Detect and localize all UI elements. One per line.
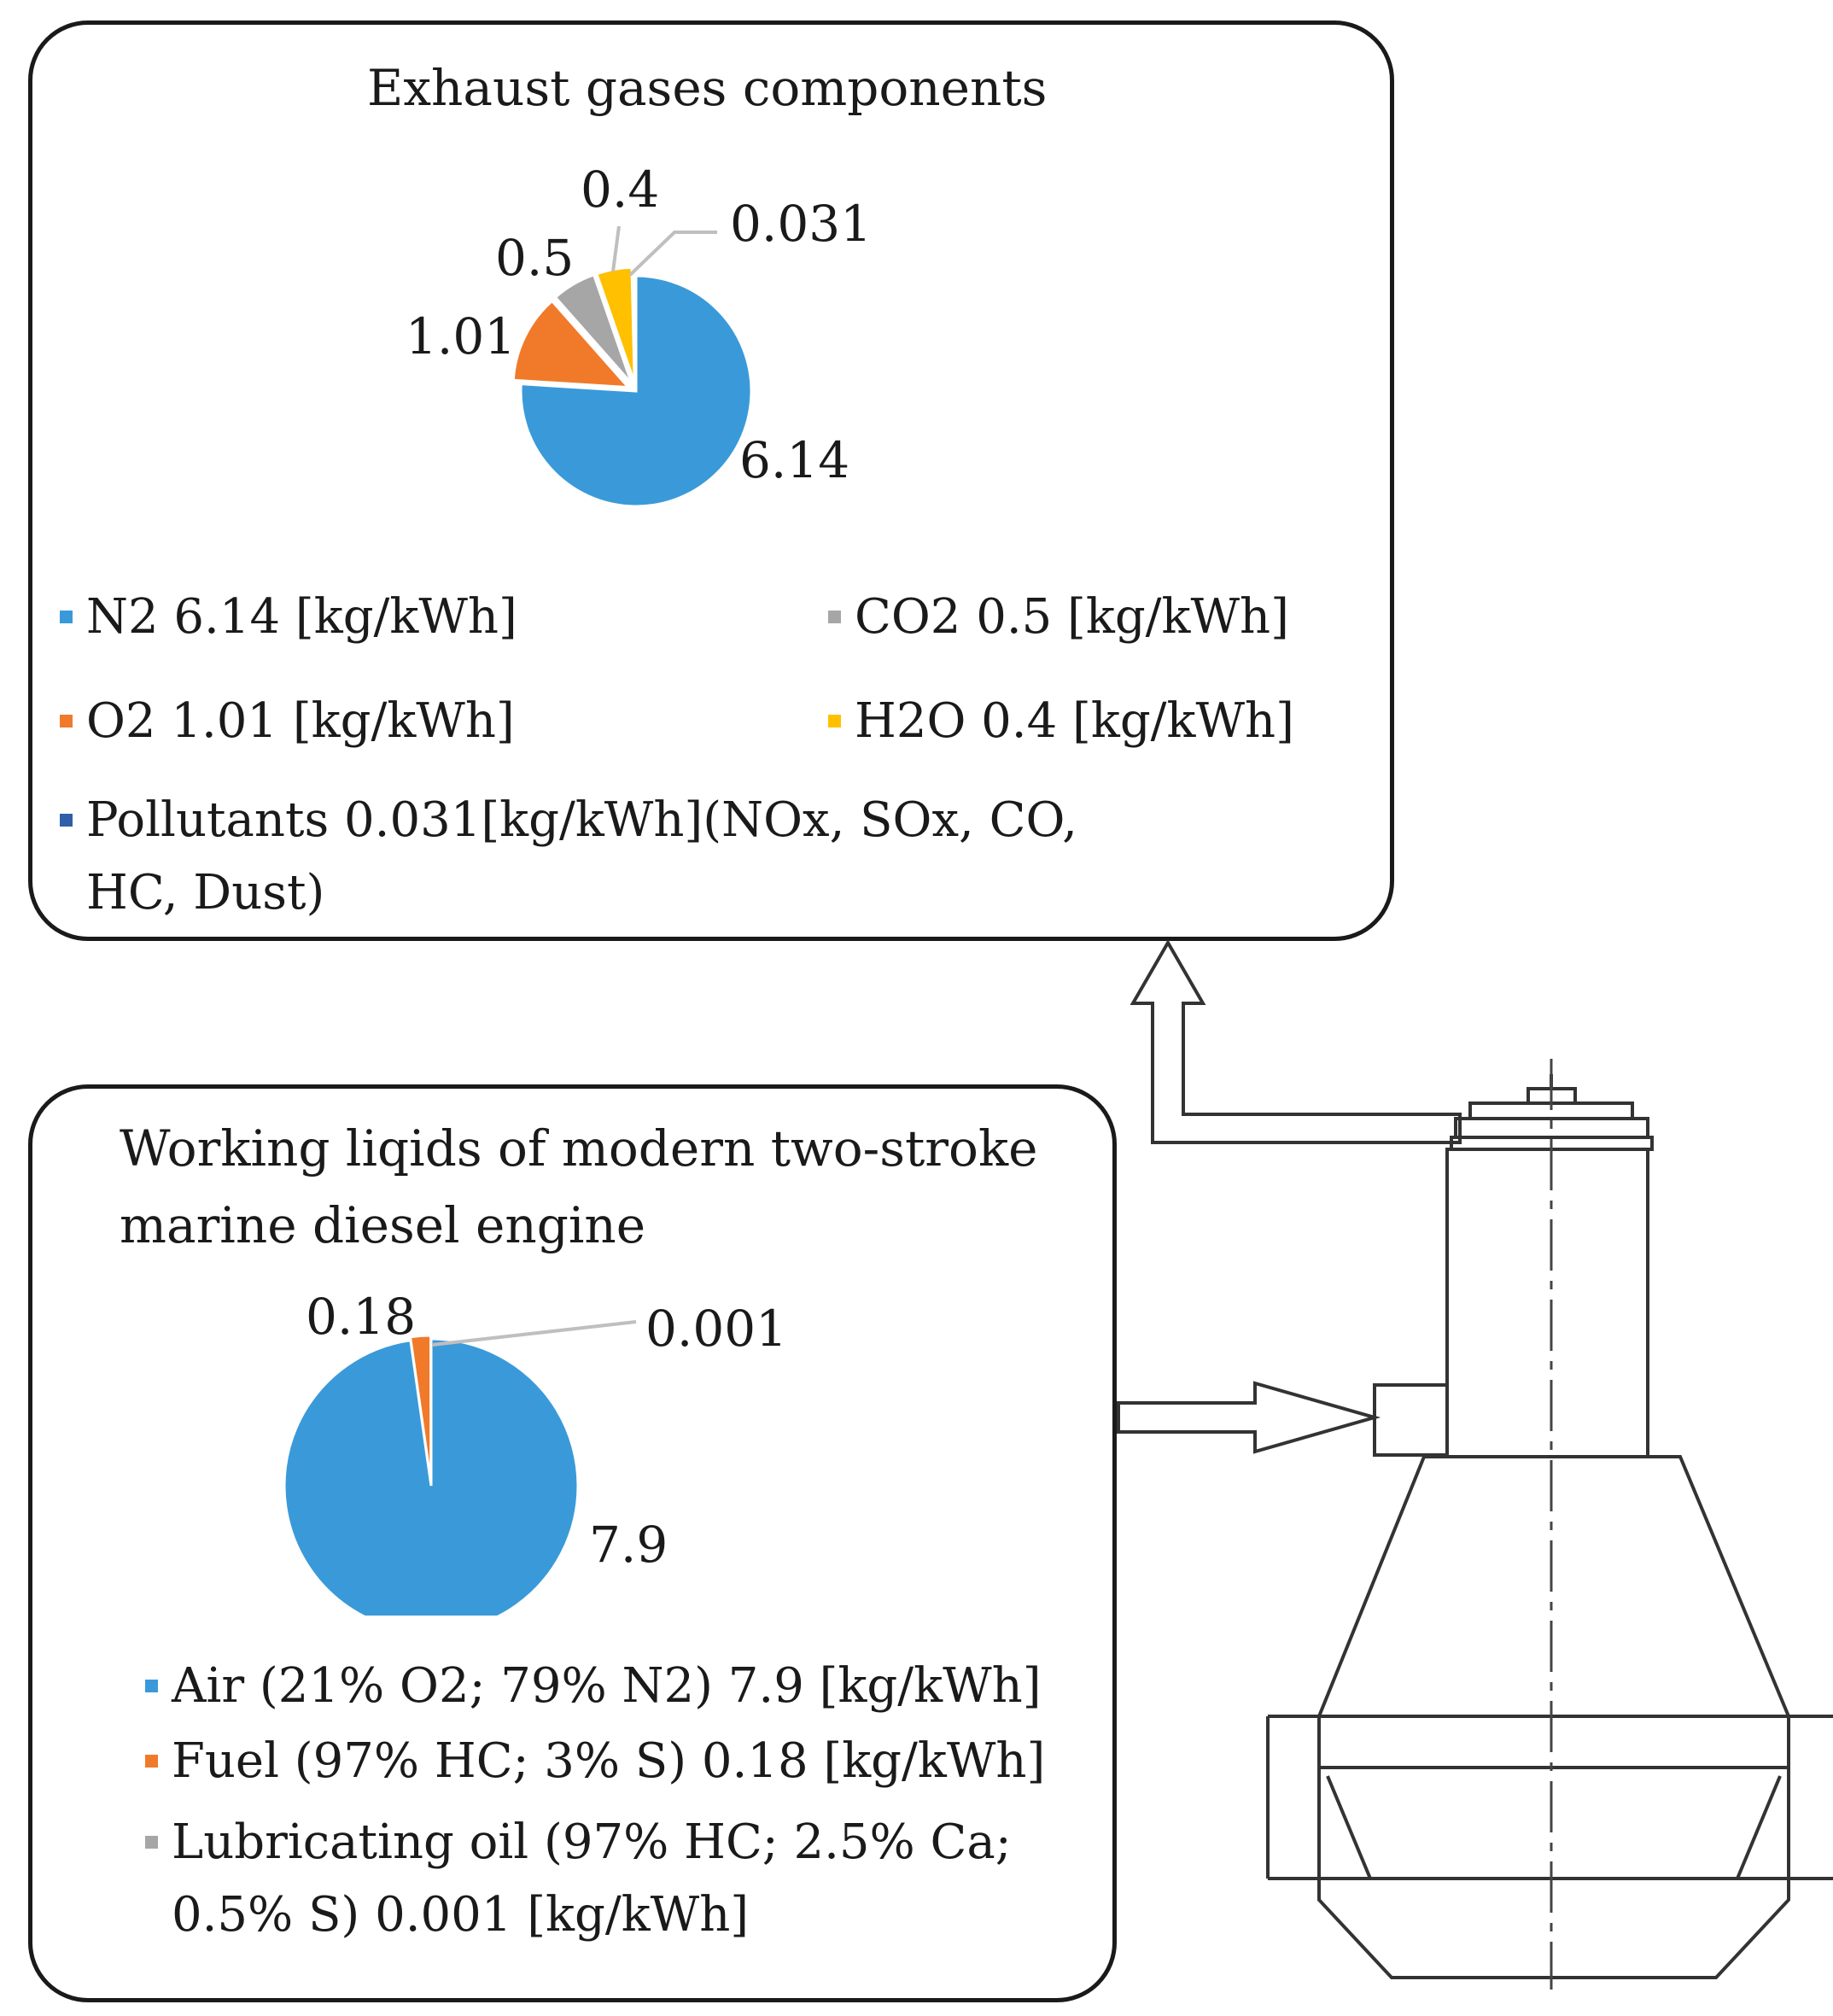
legend-item-o2: O2 1.01 [kg/kWh] [60,693,515,749]
legend-item-n2: N2 6.14 [kg/kWh] [60,589,517,645]
legend-item-h2o: H2O 0.4 [kg/kWh] [828,693,1294,749]
legend-label-lubricating-oil: Lubricating oil (97% HC; 2.5% Ca; 0.5% S… [172,1814,1012,1943]
exhaust-panel-title: Exhaust gases components [367,59,1048,117]
slice-label-fuel: 0.18 [306,1288,417,1346]
engine-frame [1317,1455,1790,1979]
legend-swatch-pollutants [60,814,73,827]
slice-label-co2: 0.5 [495,229,575,287]
exhaust-gases-panel [28,20,1394,941]
working-liquids-panel [28,1084,1117,2002]
intake-flow-arrow [1117,1381,1381,1454]
leader-line-lubricating-oil [431,1320,637,1347]
legend-item-air: Air (21% O2; 79% N2) 7.9 [kg/kWh] [145,1658,1042,1714]
pie-slice-n2 [519,274,753,508]
legend-label-n2: N2 6.14 [kg/kWh] [86,589,517,645]
legend-swatch-h2o [828,715,841,728]
slice-label-n2: 6.14 [739,431,850,489]
slice-label-lubricating-oil: 0.001 [645,1300,788,1358]
legend-swatch-o2 [60,715,73,728]
legend-swatch-co2 [828,611,841,623]
legend-swatch-n2 [60,611,73,623]
legend-label-co2: CO2 0.5 [kg/kWh] [855,589,1289,645]
legend-item-lubricating-oil: Lubricating oil (97% HC; 2.5% Ca; 0.5% S… [145,1806,1067,1951]
legend-label-h2o: H2O 0.4 [kg/kWh] [855,693,1294,749]
leader-line-pollutants [628,231,717,277]
legend-label-fuel: Fuel (97% HC; 3% S) 0.18 [kg/kWh] [172,1733,1046,1789]
engine-cylinder-block [1445,1148,1649,1458]
legend-label-o2: O2 1.01 [kg/kWh] [86,693,515,749]
pie-slice-co2 [553,272,633,385]
slice-label-o2: 1.01 [406,307,517,365]
legend-label-pollutants: Pollutants 0.031[kg/kWh](NOx, SOx, CO, H… [86,792,1077,920]
legend-swatch-fuel [145,1755,158,1768]
engine-air-inlet [1373,1383,1449,1457]
leader-line-h2o [611,225,621,272]
legend-item-pollutants: Pollutants 0.031[kg/kWh](NOx, SOx, CO, H… [60,784,1084,929]
legend-swatch-lubricating-oil [145,1836,158,1849]
liquids-panel-title: Working liqids of modern two-stroke mari… [120,1119,1038,1254]
pie-slice-o2 [511,299,632,389]
legend-item-fuel: Fuel (97% HC; 3% S) 0.18 [kg/kWh] [145,1733,1045,1789]
slice-label-air: 7.9 [589,1516,668,1574]
legend-label-air: Air (21% O2; 79% N2) 7.9 [kg/kWh] [172,1658,1042,1714]
legend-item-co2: CO2 0.5 [kg/kWh] [828,589,1289,645]
legend-swatch-air [145,1680,158,1692]
slice-label-pollutants: 0.031 [730,195,873,253]
exhaust-flow-arrow [1130,939,1462,1144]
slice-label-h2o: 0.4 [581,161,660,219]
